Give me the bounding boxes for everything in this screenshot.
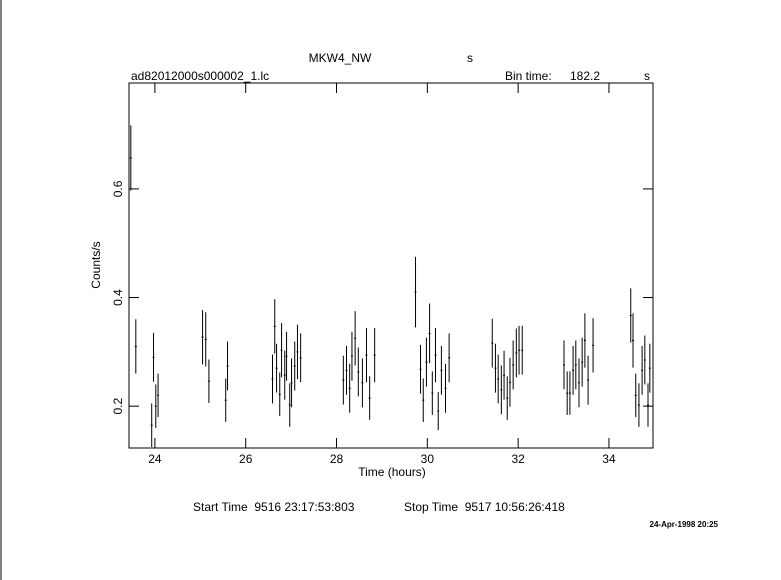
x-axis-label: Time (hours) [358,465,426,479]
y-tick-label: 0.6 [111,180,125,197]
data-point [503,350,506,400]
data-point [354,311,357,366]
data-point [150,403,153,447]
data-point [365,327,368,383]
data-point [425,337,428,387]
y-tick-label: 0.2 [111,398,125,415]
file-name: ad82012000s000002_1.lc [131,69,269,83]
data-point [647,383,650,427]
plot-frame [128,82,654,449]
data-point [583,313,586,368]
x-tick-label: 32 [511,452,525,466]
data-point [350,331,353,381]
data-point [299,333,302,383]
date-stamp: 24-Apr-1998 20:25 [650,520,719,529]
data-point [157,373,160,418]
chart-title: MKW4_NW [309,51,372,65]
title-unit: s [467,51,473,65]
data-point [521,325,524,375]
data-point [422,378,425,422]
data-point [566,371,569,415]
bin-time-label: Bin time: [505,69,552,83]
data-point [563,340,566,390]
data-point [129,125,132,191]
data-point [361,358,364,408]
data-point [207,359,210,403]
data-point [572,345,575,395]
data-point [357,347,360,397]
data-point [641,345,644,395]
data-point [275,343,278,393]
data-point [293,341,296,391]
y-axis-label: Counts/s [89,241,103,288]
data-point [494,343,497,393]
data-point [587,355,590,405]
data-point [224,378,227,422]
data-point [428,303,431,364]
data-point [434,327,437,383]
data-point [373,327,376,383]
data-point [437,392,440,431]
data-point [629,288,632,343]
data-point [568,371,571,415]
x-tick-label: 34 [602,452,616,466]
data-point [448,333,451,383]
data-point [288,383,291,427]
data-point [414,256,417,328]
data-point [637,383,640,427]
data-point [508,357,511,407]
data-point [134,319,137,374]
data-point [154,384,157,428]
x-tick-label: 28 [330,452,344,466]
data-point [283,350,286,400]
data-point [271,354,274,404]
start-time: Start Time 9516 23:17:53:803 [193,500,355,514]
data-point [577,358,580,408]
data-point [506,376,509,420]
data-point [342,355,345,405]
data-point [512,340,515,390]
data-point [296,324,299,380]
data-point [152,332,155,382]
data-point [648,343,651,393]
data-point [634,373,637,418]
data-point [500,365,503,415]
data-point [280,323,283,378]
x-tick-label: 30 [421,452,435,466]
bin-time: 182.2 [570,69,600,83]
data-point [345,345,348,395]
data-point [348,363,351,413]
data-point [204,312,207,367]
data-point [632,313,635,368]
data-point [278,372,281,416]
data-point [431,371,434,415]
data-point [440,345,443,395]
data-point [518,325,521,375]
y-tick-label: 0.4 [111,289,125,306]
bin-time-unit: s [644,69,650,83]
data-point [290,358,293,408]
data-point [368,376,371,420]
data-point [419,344,422,394]
data-point [574,340,577,390]
data-point [497,354,500,404]
data-point [643,335,646,385]
data-point [581,337,584,387]
data-point [491,318,494,368]
stop-time: Stop Time 9517 10:56:26:418 [404,500,565,514]
data-point [273,299,276,354]
data-point [285,331,288,381]
x-tick-label: 26 [239,452,253,466]
data-point [226,341,229,391]
data-point [592,318,595,373]
x-tick-label: 24 [148,452,162,466]
data-point [515,328,518,378]
data-point [201,310,204,365]
data-point [444,363,447,413]
